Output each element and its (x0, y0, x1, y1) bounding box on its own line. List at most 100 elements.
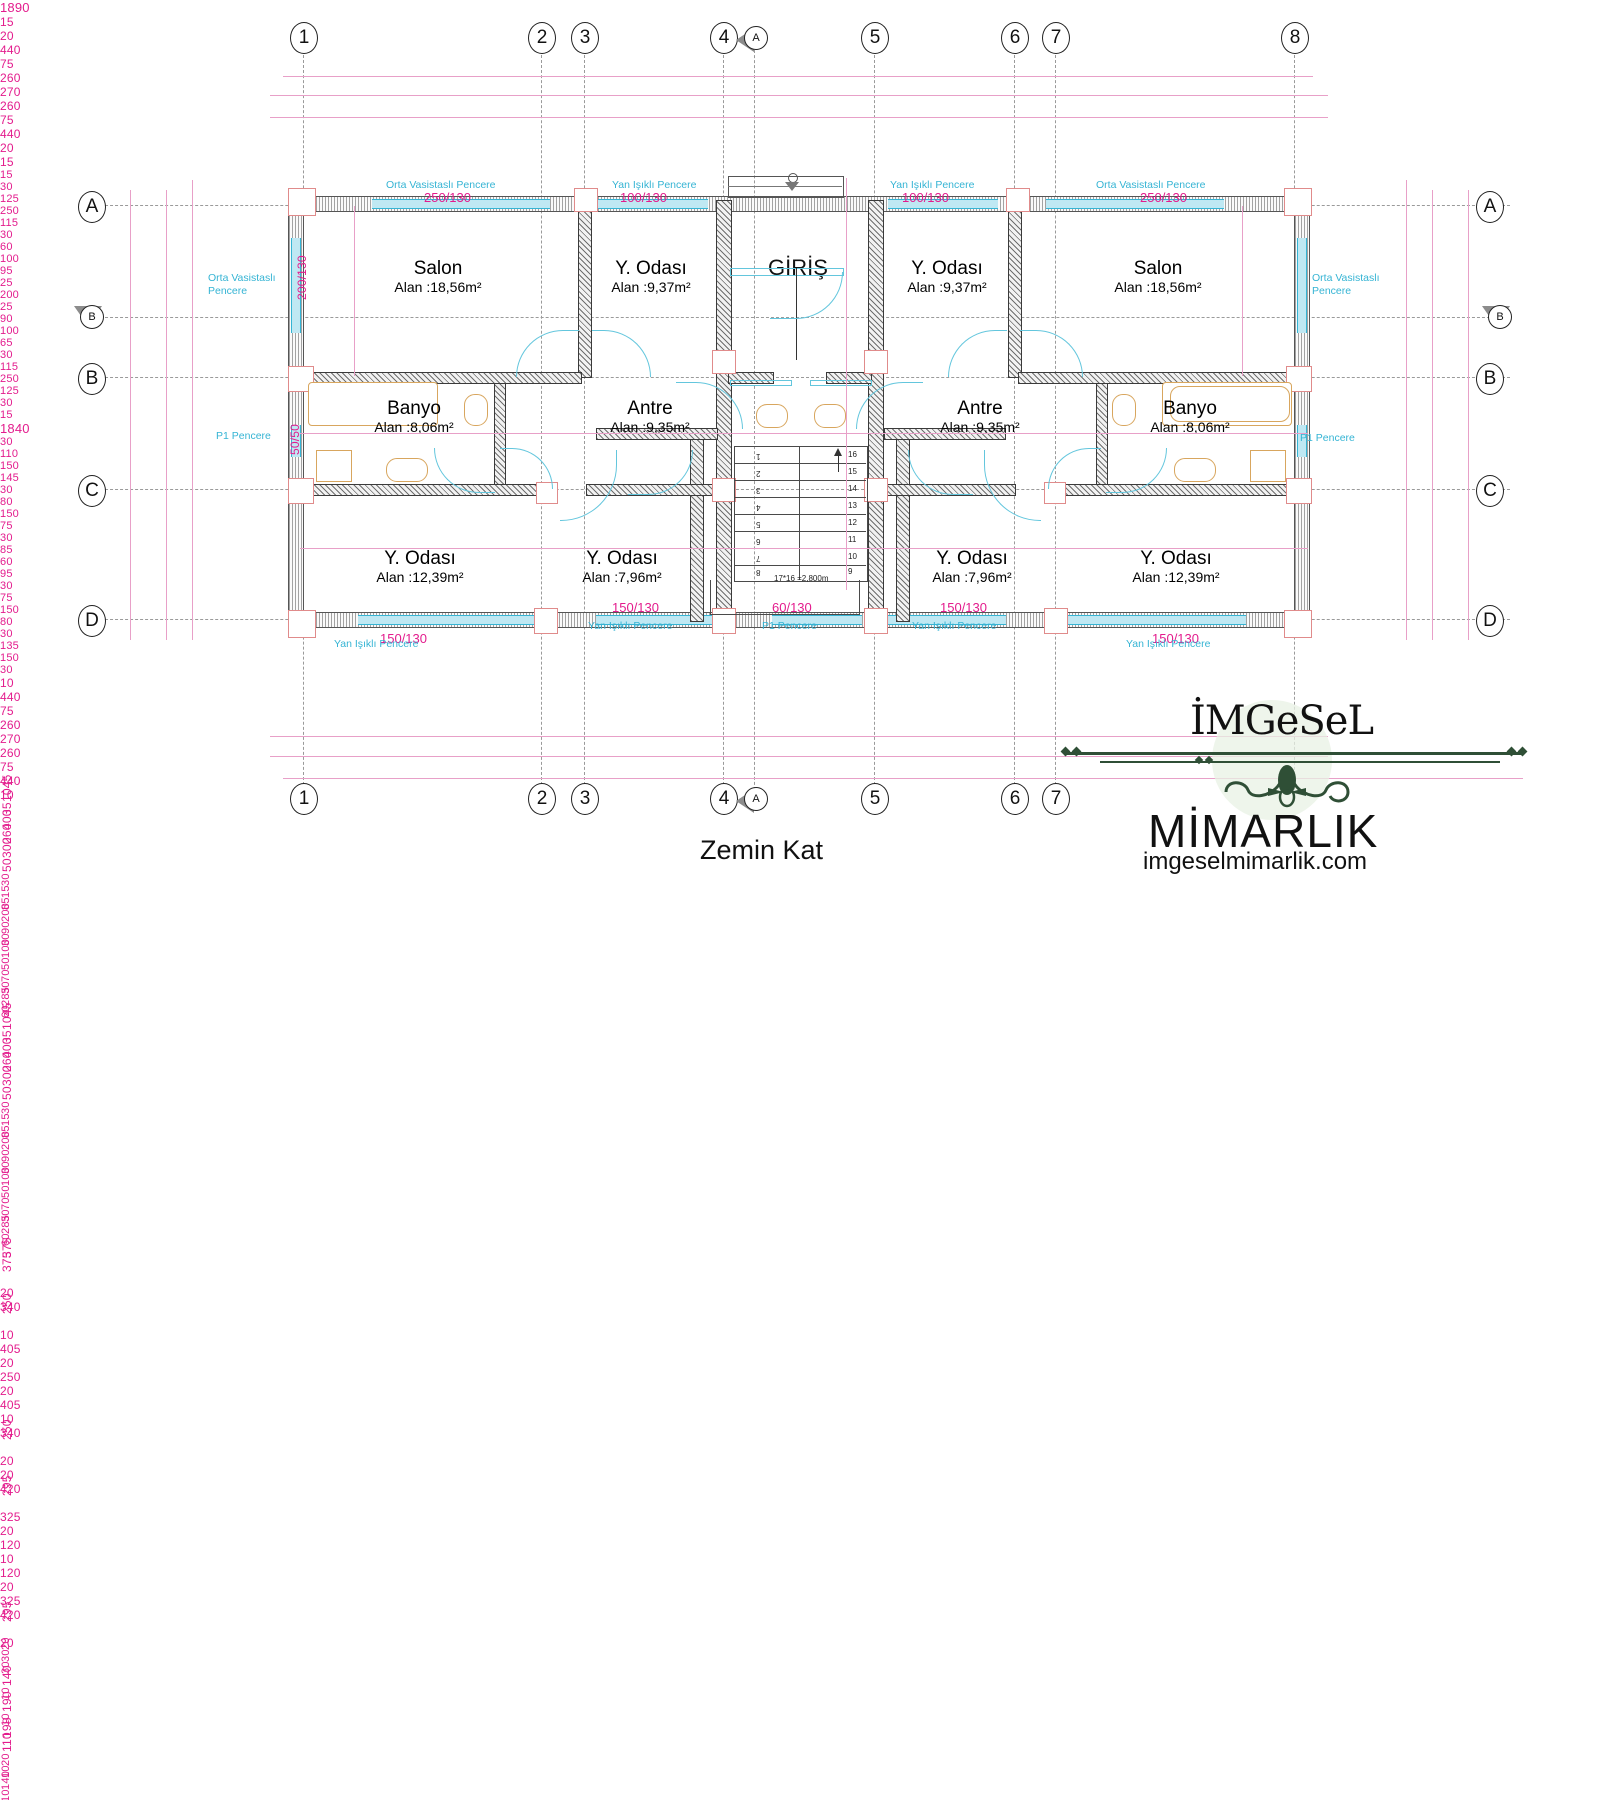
grid-bubble-left-B[interactable]: B (78, 363, 106, 395)
column-a3 (574, 188, 598, 212)
dim-top2-16: 115 (0, 361, 19, 373)
dim-top2-19: 30 (0, 397, 13, 409)
dim-bot1-0: 30 (0, 436, 13, 448)
stair-number-left: 1 (756, 452, 761, 461)
interior-wall-h-1 (300, 372, 582, 384)
bathtub-right (1170, 386, 1290, 422)
dim-top2-18: 125 (0, 385, 19, 397)
window-bottom-center-60 (772, 615, 862, 625)
room-area: Alan :9,37m² (907, 279, 987, 295)
interior-wall-h-10 (884, 428, 1006, 440)
dim-bot2-4: 270 (0, 732, 21, 746)
room-area: Alan :12,39m² (1132, 569, 1220, 585)
grid-bubble-bottom-4[interactable]: 4 (710, 783, 738, 815)
dim-top2-12: 90 (0, 313, 13, 325)
gridline-2 (541, 50, 542, 795)
section-bubble-right-b[interactable]: B (1488, 305, 1512, 329)
grid-bubble-bottom-1[interactable]: 1 (290, 783, 318, 815)
dim-yodasi-325-l: 325 (0, 1510, 21, 1524)
section-bubble-top-a[interactable]: A (744, 26, 768, 50)
room-area: Alan :12,39m² (376, 569, 464, 585)
dim-c-20-l: 20 (0, 1356, 14, 1370)
dim-yodasi-420-l: 420 (0, 1482, 21, 1496)
room-name: Antre (627, 398, 673, 419)
grid-bubble-top-2[interactable]: 2 (528, 22, 556, 54)
dim-banyo-right-340: 340 (0, 1426, 21, 1440)
grid-bubble-top-5[interactable]: 5 (861, 22, 889, 54)
room-label-yodasi-bottom-right-2: Y. Odası Alan :7,96m² (902, 548, 1042, 586)
grid-bubble-left-D[interactable]: D (78, 605, 106, 637)
room-area: Alan :8,06m² (374, 419, 454, 435)
grid-bubble-left-A[interactable]: A (78, 191, 106, 223)
dim-top2-10: 200 (0, 289, 19, 301)
antre-door-right-leaf (810, 380, 872, 386)
window-size-top-rightmid: 100/130 (902, 190, 949, 205)
stair-number-left: 3 (756, 486, 761, 495)
grid-bubble-right-B[interactable]: B (1476, 363, 1504, 395)
grid-bubble-top-6[interactable]: 6 (1001, 22, 1029, 54)
window-type-top-leftmid: Yan Işıklı Pencere (612, 179, 697, 191)
dim-bot1-11: 95 (0, 568, 13, 580)
entrance-canopy (728, 176, 844, 198)
dim-vline-left-2 (192, 180, 193, 640)
grid-bubble-top-8[interactable]: 8 (1281, 22, 1309, 54)
room-area: Alan :7,96m² (582, 569, 662, 585)
interior-wall-v-1 (578, 200, 592, 378)
grid-bubble-left-C[interactable]: C (78, 475, 106, 507)
grid-bubble-top-7[interactable]: 7 (1042, 22, 1070, 54)
room-area: Alan :18,56m² (1114, 279, 1202, 295)
grid-bubble-bottom-2[interactable]: 2 (528, 783, 556, 815)
dim-center-250: 250 (0, 1370, 21, 1384)
dim-bot1-17: 135 (0, 640, 19, 652)
grid-bubble-top-3[interactable]: 3 (571, 22, 599, 54)
logo-url-text: imgeselmimarlik.com (1143, 848, 1368, 875)
window-size-bottom-4: 150/130 (1152, 631, 1199, 646)
grid-bubble-bottom-6[interactable]: 6 (1001, 783, 1029, 815)
dim-line-bot-1 (270, 736, 1328, 737)
grid-bubble-right-A[interactable]: A (1476, 191, 1504, 223)
section-bubble-left-b[interactable]: B (80, 305, 104, 329)
dim-top1-1: 20 (0, 29, 14, 43)
column-b1 (288, 366, 314, 392)
stair-center-line (799, 446, 800, 580)
window-size-left-side: 200/130 (295, 255, 309, 300)
window-bottom-1-150 (358, 615, 548, 625)
room-label-yodasi-top-left: Y. Odası Alan :9,37m² (588, 258, 714, 296)
interior-wall-h-9 (596, 428, 718, 440)
dim-bot2-2: 75 (0, 704, 14, 718)
grid-bubble-bottom-3[interactable]: 3 (571, 783, 599, 815)
column-a1 (288, 188, 316, 216)
room-label-salon-left: Salon Alan :18,56m² (368, 258, 508, 296)
window-type-top-rightmid: Yan Işıklı Pencere (890, 179, 975, 191)
grid-bubble-bottom-7[interactable]: 7 (1042, 783, 1070, 815)
window-top-right-250 (1046, 199, 1224, 209)
window-top-rightmid-100 (888, 199, 998, 209)
dim-yodasi-325-r: 325 (0, 1594, 21, 1608)
dim-stair-gap-10: 10 (0, 1552, 14, 1566)
window-bottom-3-150 (886, 615, 1006, 625)
grid-bubble-right-D[interactable]: D (1476, 605, 1504, 637)
window-top-left-250 (372, 199, 550, 209)
grid-bubble-top-4[interactable]: 4 (710, 22, 738, 54)
dim-bot1-5: 80 (0, 496, 13, 508)
dim-bot1-8: 30 (0, 532, 13, 544)
grid-bubble-bottom-5[interactable]: 5 (861, 783, 889, 815)
room-area: Alan :7,96m² (932, 569, 1012, 585)
window-size-bottom-2: 150/130 (612, 600, 659, 615)
dim-bot1-16: 30 (0, 628, 13, 640)
dim-bot1-3: 145 (0, 472, 19, 484)
floor-plan-drawing: 1 2 3 4 5 6 7 8 A 1 2 3 4 5 6 7 A A B C … (0, 0, 1528, 1800)
column-d2 (534, 608, 558, 634)
window-type-left-side: Orta Vasistaslı Pencere (208, 272, 276, 297)
logo-top-text: İMGeSeL (1190, 698, 1374, 744)
section-bubble-bottom-a[interactable]: A (744, 787, 768, 811)
window-size-top-leftmid: 100/130 (620, 190, 667, 205)
grid-bubble-right-C[interactable]: C (1476, 475, 1504, 507)
sink-right (1174, 458, 1216, 482)
interior-wall-v-5 (690, 430, 704, 622)
grid-bubble-top-1[interactable]: 1 (290, 22, 318, 54)
window-top-leftmid-100 (598, 199, 708, 209)
dim-bot1-13: 75 (0, 592, 13, 604)
window-size-bottom-center: 60/130 (772, 600, 812, 615)
dim-bot1-7: 75 (0, 520, 13, 532)
